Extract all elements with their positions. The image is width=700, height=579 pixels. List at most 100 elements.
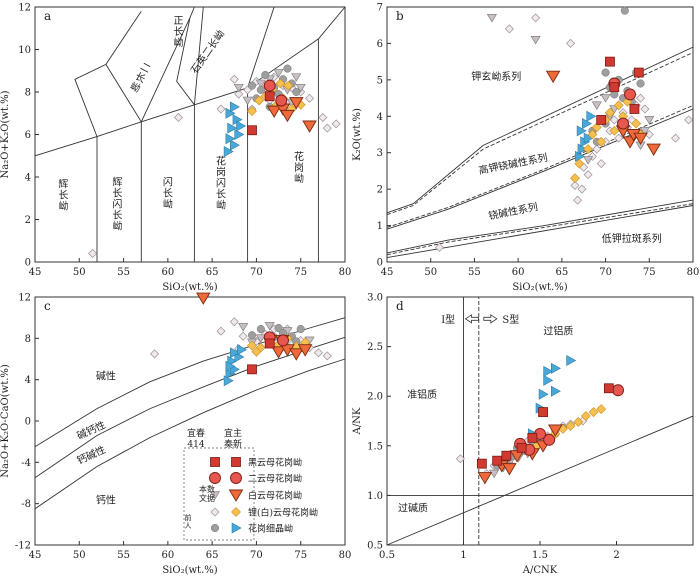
x-tick-label: 70 (250, 550, 263, 561)
legend-col-header: 414 (187, 440, 204, 450)
data-point (229, 101, 240, 113)
data-points (88, 64, 341, 258)
data-point (283, 80, 294, 91)
data-point (633, 67, 644, 78)
legend-note: 本文 (199, 484, 207, 503)
y-tick-label: 12 (18, 3, 31, 14)
svg-text:长: 长 (133, 70, 147, 85)
data-point (238, 323, 249, 332)
y-tick-label: 2 (377, 185, 383, 196)
data-point (596, 404, 607, 415)
data-point (504, 24, 514, 34)
svg-text:长: 长 (216, 188, 226, 200)
data-point (566, 38, 576, 48)
svg-text:岗: 岗 (216, 166, 226, 178)
y-tick-label: 7 (377, 3, 383, 14)
y-tick-label: 2 (25, 215, 31, 226)
data-point (596, 159, 606, 169)
data-point (640, 104, 650, 114)
svg-text:长: 长 (112, 210, 122, 222)
data-point (609, 82, 620, 93)
x-tick-label: 75 (294, 267, 307, 278)
data-point (633, 132, 648, 146)
legend-marker (210, 523, 220, 533)
data-point (671, 133, 681, 143)
panel-a: 45 50 55 60 65 70 75 80 0 2 4 6 8 10 12 SiO₂(wt.%) Na₂O+… (0, 3, 351, 294)
data-point (434, 242, 444, 252)
panel-letter: c (44, 299, 51, 313)
data-point (601, 68, 610, 77)
data-point (580, 411, 591, 421)
data-point (631, 118, 642, 129)
y-tick-label: 1.0 (367, 491, 383, 502)
data-point (288, 348, 304, 361)
data-point (583, 170, 593, 180)
svg-text:辉: 辉 (58, 179, 68, 191)
x-tick-label: 0.5 (379, 550, 395, 561)
legend-marker (210, 457, 220, 467)
type-label: I型 (441, 313, 455, 326)
svg-text:长: 长 (112, 188, 122, 200)
svg-text:岰: 岰 (173, 36, 183, 49)
data-point (223, 375, 234, 387)
x-axis-title: A/CNK (522, 565, 558, 576)
data-point (256, 85, 265, 94)
data-point (583, 132, 594, 144)
y-axis-title: Na₂O+K₂O(wt.%) (0, 90, 11, 178)
data-point (277, 334, 289, 347)
data-point (231, 522, 242, 534)
series-boundary (386, 203, 694, 256)
data-point (609, 125, 620, 136)
data-point (492, 455, 503, 466)
data-point (331, 119, 341, 129)
data-points (434, 6, 694, 252)
field-boundary (247, 6, 275, 88)
svg-text:据: 据 (207, 493, 215, 503)
data-point (266, 105, 282, 119)
series-label: 钾玄岰系列 (471, 70, 521, 83)
data-point (620, 6, 629, 15)
x-axis-title: SiO₂(wt.%) (162, 565, 217, 576)
series-boundary (386, 46, 694, 214)
data-point (233, 83, 244, 93)
data-point (636, 79, 645, 88)
data-point (577, 143, 588, 155)
y-axis-title: K₂O(wt.%) (352, 108, 363, 161)
data-point (566, 354, 577, 366)
y-tick-label: 6 (25, 130, 31, 141)
data-point (587, 129, 598, 140)
plot-frame (34, 6, 346, 263)
data-point (295, 83, 306, 93)
data-point (264, 338, 275, 349)
x-tick-label: 70 (599, 267, 612, 278)
x-tick-label: 45 (381, 267, 394, 278)
svg-text:本: 本 (199, 484, 207, 494)
plot-frame (386, 296, 694, 546)
data-point (302, 120, 317, 133)
data-point (264, 91, 275, 102)
y-tick-label: 8 (25, 334, 31, 345)
data-point (577, 184, 587, 194)
data-point (605, 107, 615, 118)
x-tick-label: 75 (643, 267, 656, 278)
panel-b: 45 50 55 60 65 70 75 8001234567SiO₂(wt.%)K₂O(wt… (352, 3, 699, 294)
data-point (527, 432, 538, 443)
y-tick-label: 0 (25, 258, 31, 269)
field-label: 石英二长岰 (188, 28, 227, 76)
data-point (255, 79, 266, 89)
legend-note: 数据 (207, 484, 215, 503)
svg-text:闪: 闪 (216, 176, 226, 189)
data-point (238, 331, 248, 341)
y-tick-label: 4 (25, 173, 31, 184)
y-tick-label: 8 (25, 88, 31, 99)
data-point (251, 346, 262, 357)
series-boundary (386, 108, 694, 230)
data-point (247, 125, 257, 136)
data-point (600, 94, 611, 103)
field-label: 辉长岰 (58, 179, 68, 213)
data-point (247, 364, 257, 375)
y-tick-label: 1 (377, 221, 383, 232)
data-point (229, 74, 239, 84)
data-points (455, 354, 624, 485)
svg-text:岰: 岰 (112, 220, 122, 233)
